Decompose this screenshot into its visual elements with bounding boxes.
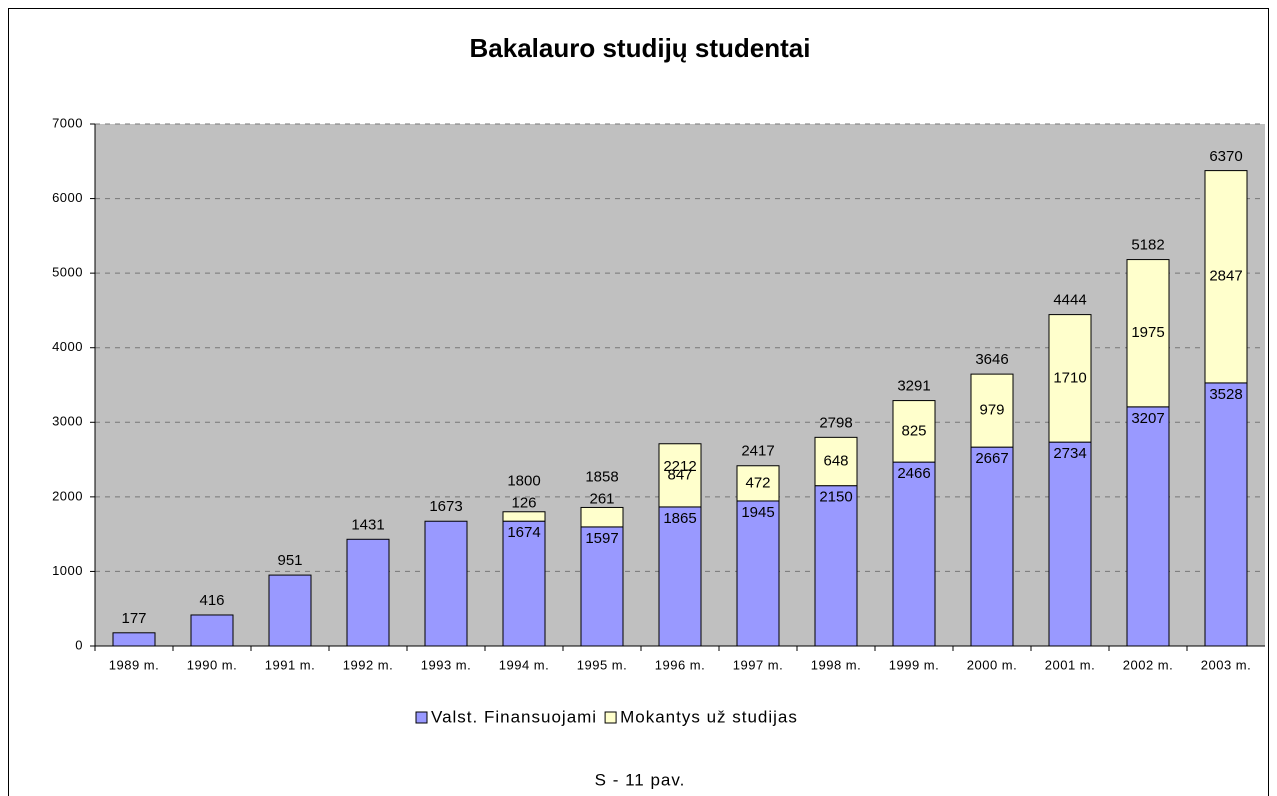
- y-tick-label: 3000: [52, 414, 83, 429]
- bar-segment: [1126, 406, 1170, 647]
- bar-segment: [658, 506, 702, 647]
- total-label: 3291: [897, 378, 930, 395]
- bar-segment: [814, 485, 858, 647]
- total-label: 1800: [507, 473, 540, 490]
- chart-title: Bakalauro studijų studentai: [470, 33, 811, 63]
- total-label: 2798: [819, 414, 852, 431]
- data-label: 2667: [975, 450, 1008, 467]
- bar-segment: [1048, 314, 1092, 443]
- bar-segment: [814, 436, 858, 487]
- data-label: 2734: [1053, 445, 1086, 462]
- data-label: 3207: [1131, 410, 1164, 427]
- y-tick-label: 5000: [52, 265, 83, 280]
- bar-segment: [970, 446, 1014, 647]
- data-label: 2466: [897, 465, 930, 482]
- total-label: 416: [199, 592, 224, 609]
- y-tick-label: 4000: [52, 339, 83, 354]
- data-label: 1597: [585, 530, 618, 547]
- total-label: 177: [121, 610, 146, 627]
- y-tick-label: 7000: [52, 115, 83, 130]
- x-tick-label: 1995 m.: [577, 657, 627, 672]
- bar-segment: [580, 506, 624, 528]
- data-label: 2847: [1209, 268, 1242, 285]
- x-tick-label: 2000 m.: [967, 657, 1017, 672]
- data-label: 472: [745, 474, 770, 491]
- data-label: 825: [901, 422, 926, 439]
- caption: S - 11 pav.: [595, 770, 686, 789]
- total-label: 1673: [429, 498, 462, 515]
- x-tick-label: 1991 m.: [265, 657, 315, 672]
- bar-segment: [892, 461, 936, 647]
- x-tick-label: 2003 m.: [1201, 657, 1251, 672]
- bar-segment: [580, 526, 624, 647]
- x-tick-label: 1993 m.: [421, 657, 471, 672]
- data-label: 3528: [1209, 386, 1242, 403]
- x-tick-label: 1997 m.: [733, 657, 783, 672]
- legend-swatch: [415, 711, 428, 724]
- legend-swatch: [604, 711, 617, 724]
- bar-segment: [268, 574, 312, 647]
- x-tick-label: 1998 m.: [811, 657, 861, 672]
- data-label: 847: [667, 466, 692, 483]
- data-label: 126: [511, 495, 536, 512]
- data-label: 1945: [741, 504, 774, 521]
- data-label: 1865: [663, 510, 696, 527]
- bar-segment: [658, 443, 702, 508]
- total-label: 2417: [741, 443, 774, 460]
- x-tick-label: 1999 m.: [889, 657, 939, 672]
- x-tick-label: 1992 m.: [343, 657, 393, 672]
- bar-segment: [502, 520, 546, 647]
- total-label: 4444: [1053, 292, 1086, 309]
- bar-segment: [1126, 259, 1170, 408]
- total-label: 6370: [1209, 148, 1242, 165]
- total-label: 3646: [975, 351, 1008, 368]
- data-label: 1710: [1053, 369, 1086, 386]
- y-tick-label: 1000: [52, 563, 83, 578]
- total-label: 2212: [663, 458, 696, 475]
- legend-label: Mokantys už studijas: [620, 707, 798, 726]
- bar-segment: [346, 538, 390, 647]
- bar-segment: [112, 632, 156, 647]
- bar-segment: [736, 500, 780, 647]
- x-tick-label: 1994 m.: [499, 657, 549, 672]
- data-label: 1674: [507, 524, 540, 541]
- bar-segment: [1204, 382, 1248, 647]
- bar-segment: [892, 400, 936, 463]
- data-label: 261: [589, 490, 614, 507]
- data-label: 648: [823, 452, 848, 469]
- data-label: 2150: [819, 489, 852, 506]
- x-tick-label: 2002 m.: [1123, 657, 1173, 672]
- bar-segment: [970, 373, 1014, 448]
- y-tick-label: 2000: [52, 488, 83, 503]
- bar-segment: [1048, 441, 1092, 647]
- x-tick-label: 1990 m.: [187, 657, 237, 672]
- bar-segment: [190, 614, 234, 647]
- y-tick-label: 0: [75, 637, 83, 652]
- x-tick-label: 1996 m.: [655, 657, 705, 672]
- x-tick-label: 2001 m.: [1045, 657, 1095, 672]
- data-label: 979: [979, 402, 1004, 419]
- data-label: 1975: [1131, 324, 1164, 341]
- legend-label: Valst. Finansuojami: [431, 707, 597, 726]
- bar-segment: [1204, 170, 1248, 384]
- x-tick-label: 1989 m.: [109, 657, 159, 672]
- total-label: 1858: [585, 468, 618, 485]
- y-tick-label: 6000: [52, 190, 83, 205]
- bar-segment: [424, 520, 468, 647]
- total-label: 1431: [351, 516, 384, 533]
- total-label: 951: [277, 552, 302, 569]
- bar-segment: [502, 511, 546, 522]
- bar-segment: [736, 465, 780, 502]
- total-label: 5182: [1131, 237, 1164, 254]
